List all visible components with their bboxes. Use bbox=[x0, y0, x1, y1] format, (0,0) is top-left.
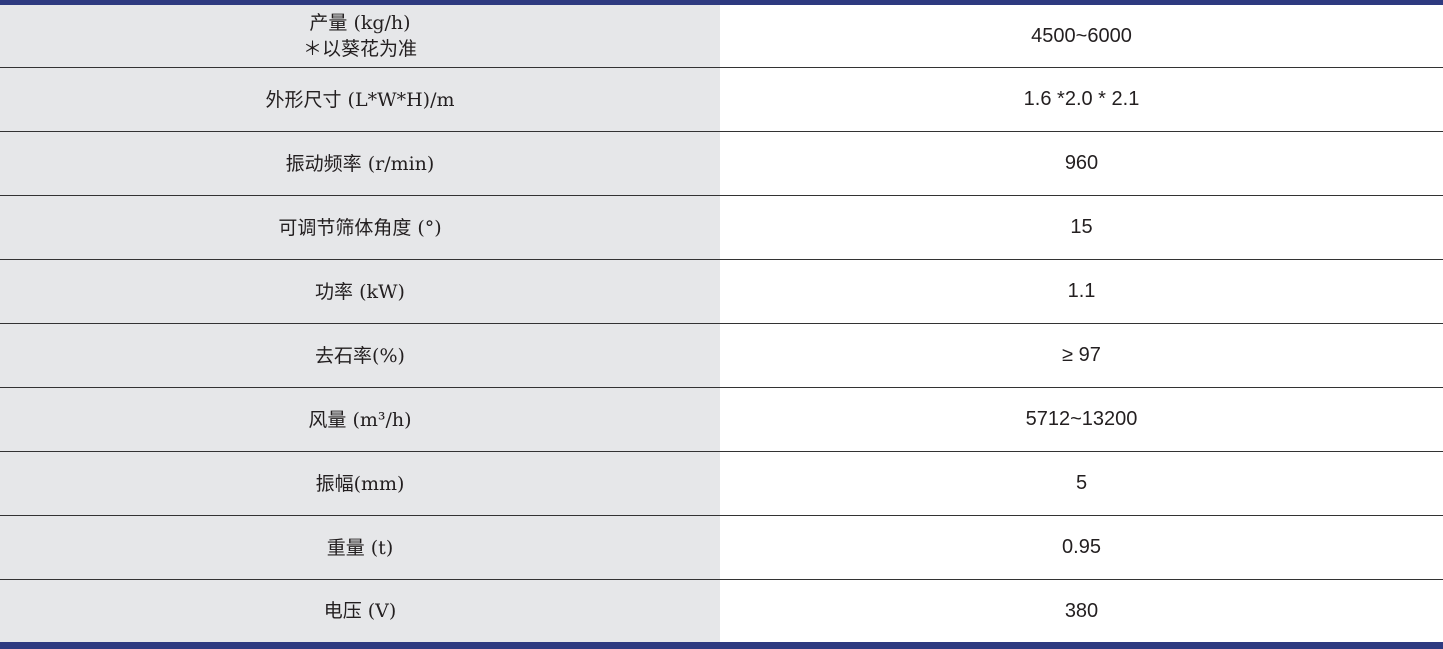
spec-value: 4500~6000 bbox=[720, 5, 1443, 67]
spec-label-cell: 振动频率 (r/min) bbox=[0, 132, 720, 195]
spec-label-cell: 外形尺寸 (L*W*H)/m bbox=[0, 68, 720, 131]
spec-value: 1.1 bbox=[720, 260, 1443, 323]
spec-label: 可调节筛体角度 (°) bbox=[278, 216, 442, 239]
spec-label: 去石率(%) bbox=[315, 344, 405, 367]
table-row: 可调节筛体角度 (°) 15 bbox=[0, 196, 1443, 260]
spec-value: 5712~13200 bbox=[720, 388, 1443, 451]
spec-label: 重量 (t) bbox=[326, 536, 394, 559]
table-row: 重量 (t) 0.95 bbox=[0, 516, 1443, 580]
table-row: 外形尺寸 (L*W*H)/m 1.6 *2.0 * 2.1 bbox=[0, 68, 1443, 132]
table-row: 去石率(%) ≥ 97 bbox=[0, 324, 1443, 388]
spec-label: 产量 (kg/h) bbox=[309, 12, 411, 34]
spec-table: 产量 (kg/h) ＊以葵花为准 4500~6000 外形尺寸 (L*W*H)/m 1.… bbox=[0, 5, 1443, 642]
spec-value: ≥ 97 bbox=[720, 324, 1443, 387]
spec-label-cell: 风量 (m³/h) bbox=[0, 388, 720, 451]
spec-label-cell: 电压 (V) bbox=[0, 580, 720, 642]
spec-label-cell: 可调节筛体角度 (°) bbox=[0, 196, 720, 259]
table-row: 风量 (m³/h) 5712~13200 bbox=[0, 388, 1443, 452]
table-row: 振幅(mm) 5 bbox=[0, 452, 1443, 516]
spec-value: 15 bbox=[720, 196, 1443, 259]
spec-note: ＊以葵花为准 bbox=[302, 38, 417, 60]
bottom-accent-bar bbox=[0, 642, 1443, 649]
spec-label: 外形尺寸 (L*W*H)/m bbox=[265, 88, 455, 111]
spec-value: 0.95 bbox=[720, 516, 1443, 579]
spec-label-cell: 去石率(%) bbox=[0, 324, 720, 387]
spec-label-cell: 振幅(mm) bbox=[0, 452, 720, 515]
spec-label-cell: 产量 (kg/h) ＊以葵花为准 bbox=[0, 5, 720, 67]
spec-value: 5 bbox=[720, 452, 1443, 515]
table-row: 电压 (V) 380 bbox=[0, 580, 1443, 642]
spec-label: 振幅(mm) bbox=[315, 472, 405, 495]
top-accent-bar bbox=[0, 0, 1443, 5]
spec-value: 1.6 *2.0 * 2.1 bbox=[720, 68, 1443, 131]
spec-label-cell: 功率 (kW) bbox=[0, 260, 720, 323]
table-row: 振动频率 (r/min) 960 bbox=[0, 132, 1443, 196]
spec-value: 380 bbox=[720, 580, 1443, 642]
spec-label: 功率 (kW) bbox=[315, 280, 405, 303]
spec-value: 960 bbox=[720, 132, 1443, 195]
spec-label: 振动频率 (r/min) bbox=[285, 152, 435, 175]
spec-label: 风量 (m³/h) bbox=[308, 408, 412, 431]
spec-label: 电压 (V) bbox=[323, 600, 397, 622]
table-row: 产量 (kg/h) ＊以葵花为准 4500~6000 bbox=[0, 5, 1443, 68]
table-row: 功率 (kW) 1.1 bbox=[0, 260, 1443, 324]
spec-label-cell: 重量 (t) bbox=[0, 516, 720, 579]
